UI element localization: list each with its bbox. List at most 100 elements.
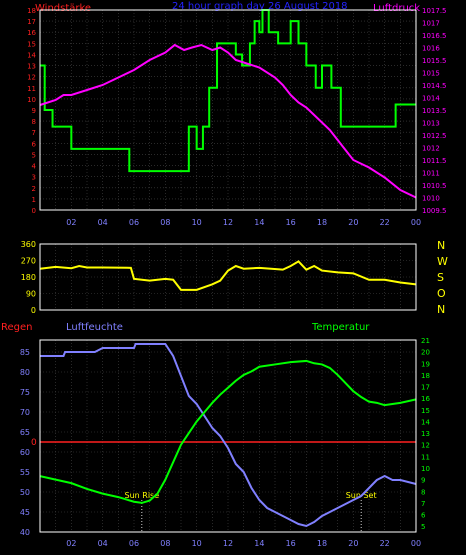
sun-marker-label: Sun Rise: [125, 491, 160, 500]
humidity-axis-title: Luftfeuchte: [66, 322, 123, 333]
wind-speed-tick: 14: [27, 51, 36, 59]
wind-speed-tick: 0: [32, 207, 36, 215]
wind-speed-tick: 13: [27, 63, 36, 71]
direction-tick: 180: [21, 273, 36, 282]
hour-label: 02: [66, 218, 76, 227]
hour-label: 18: [317, 539, 327, 548]
temperature-tick: 13: [421, 430, 430, 438]
humidity-tick: 85: [20, 348, 30, 357]
wind-speed-tick: 4: [32, 163, 37, 171]
direction-tick: 0: [31, 306, 36, 315]
temperature-tick: 12: [421, 442, 430, 450]
wind-speed-tick: 15: [27, 40, 36, 48]
pressure-tick: 1010: [422, 195, 440, 203]
humidity-tick: 60: [20, 448, 30, 457]
compass-letter: W: [437, 255, 448, 268]
humidity-tick: 50: [20, 488, 30, 497]
graph-title: 24 hour graph day 26 August 2018: [172, 1, 348, 12]
hour-label: 18: [317, 218, 327, 227]
humidity-tick: 80: [20, 368, 30, 377]
panel1-grid: [40, 9, 416, 211]
wind-speed-tick: 1: [32, 196, 36, 204]
wind-speed-series-line: [40, 9, 416, 173]
hour-label: 20: [348, 218, 358, 227]
panel1-hour-labels: 02 04 06 08 10 12 14 16 18 20 22 00: [66, 218, 421, 227]
wind-speed-tick: 5: [32, 151, 36, 159]
temperature-tick: 6: [421, 512, 426, 520]
humidity-series-line: [40, 343, 417, 528]
panel3-grid: [40, 340, 416, 533]
temperature-tick: 5: [421, 523, 425, 531]
wind-speed-tick: 12: [27, 74, 36, 82]
humidity-tick: 45: [20, 508, 30, 517]
compass-letter: S: [437, 271, 444, 284]
wind-speed-tick: 2: [32, 185, 36, 193]
hour-label: 16: [286, 539, 296, 548]
pressure-series-line: [39, 43, 417, 199]
compass-letter: N: [437, 239, 445, 252]
pressure-tick: 1010.5: [422, 182, 447, 190]
pressure-tick: 1014.5: [422, 82, 447, 90]
wind-speed-tick: 18: [27, 7, 36, 15]
temperature-tick: 15: [421, 407, 430, 415]
pressure-tick: 1015.5: [422, 57, 447, 65]
hour-label: 10: [192, 539, 202, 548]
wind-speed-tick: 11: [27, 85, 36, 93]
wind-speed-tick: 16: [27, 29, 36, 37]
pressure-tick: 1013.5: [422, 107, 447, 115]
hour-label: 08: [160, 218, 170, 227]
pressure-tick: 1016: [422, 45, 440, 53]
wind-speed-tick: 3: [32, 174, 36, 182]
pressure-tick: 1009.5: [422, 207, 447, 215]
temperature-tick: 20: [421, 349, 430, 357]
panel3-hour-labels: 02 04 06 08 10 12 14 16 18 20 22 00: [66, 539, 421, 548]
humidity-tick: 55: [20, 468, 30, 477]
temperature-tick: 7: [421, 500, 425, 508]
humidity-tick-labels: 40 45 50 55 60 65 70 75 80 85: [20, 348, 30, 537]
humidity-tick: 65: [20, 428, 30, 437]
temperature-tick: 18: [421, 372, 430, 380]
pressure-tick-labels: 1009.5 1010 1010.5 1011 1011.5 1012 1012.5 1013…: [422, 7, 447, 215]
hour-label: 04: [98, 218, 108, 227]
temperature-tick: 9: [421, 477, 425, 485]
wind-speed-axis-title: Windstärke: [35, 3, 91, 14]
hour-label: 22: [380, 218, 390, 227]
hour-label: 06: [129, 539, 139, 548]
wind-speed-tick: 10: [27, 96, 36, 104]
hour-label: 04: [98, 539, 108, 548]
wind-speed-tick: 8: [32, 118, 36, 126]
panel3-frame: [39, 339, 417, 533]
wind-direction-series-line: [39, 260, 417, 291]
temperature-series-line: [39, 359, 417, 504]
temperature-tick: 14: [421, 418, 430, 426]
hour-label: 12: [223, 539, 233, 548]
humidity-tick: 40: [20, 528, 30, 537]
hour-label: 06: [129, 218, 139, 227]
pressure-tick: 1014: [422, 95, 440, 103]
hour-label: 16: [286, 218, 296, 227]
temperature-tick: 10: [421, 465, 430, 473]
panel-wind-pressure: Windstärke 24 hour graph day 26 August 2…: [27, 1, 446, 227]
pressure-tick: 1012.5: [422, 132, 447, 140]
hour-label: 10: [192, 218, 202, 227]
hour-label: 20: [348, 539, 358, 548]
hour-label: 00: [411, 539, 421, 548]
compass-letter: O: [437, 287, 446, 300]
hour-label: 12: [223, 218, 233, 227]
pressure-axis-title: Luftdruck: [373, 3, 420, 14]
humidity-tick: 70: [20, 408, 30, 417]
hour-label: 00: [411, 218, 421, 227]
humidity-tick: 75: [20, 388, 30, 397]
pressure-tick: 1017: [422, 20, 440, 28]
wind-speed-tick: 9: [32, 107, 36, 115]
rain-axis-title: Regen: [1, 322, 33, 333]
direction-degree-labels: 0 90 180 270 360: [21, 240, 36, 315]
wind-speed-tick: 6: [32, 140, 37, 148]
temperature-tick: 21: [421, 337, 430, 345]
wind-speed-tick: 7: [32, 129, 36, 137]
hour-label: 22: [380, 539, 390, 548]
pressure-tick: 1013: [422, 120, 440, 128]
